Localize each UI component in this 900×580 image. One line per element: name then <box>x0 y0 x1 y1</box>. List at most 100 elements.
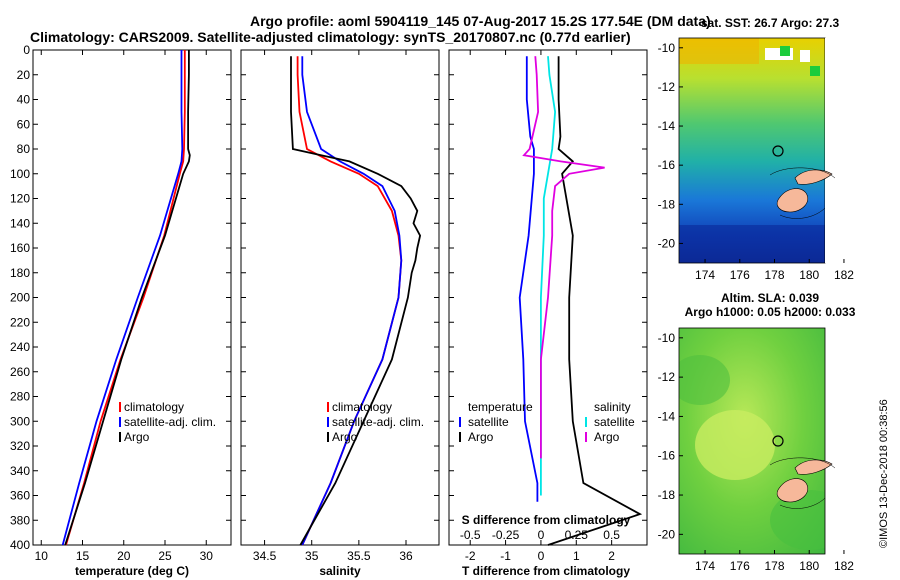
legend-satellite-label: satellite-adj. clim. <box>332 415 424 429</box>
x-tick-label: 35.5 <box>347 549 371 563</box>
legend-temperature-title: temperature <box>468 400 533 414</box>
y-tick-label: 340 <box>10 464 30 478</box>
series-line-t-satellite <box>518 56 539 502</box>
temperature-legend: climatology satellite-adj. clim. Argo <box>119 400 216 444</box>
map-x-tick-label: 180 <box>799 268 819 282</box>
x-tick-label: 0 <box>538 549 545 563</box>
map-y-tick-label: -16 <box>658 158 676 172</box>
map-y-tick-label: -14 <box>658 409 676 423</box>
sla-map-title-line2: Argo h1000: 0.05 h2000: 0.033 <box>685 305 856 319</box>
top-x-tick-label: 0 <box>538 528 545 542</box>
temperature-axes-box <box>32 49 232 546</box>
sla-low-patch <box>679 355 730 405</box>
figure-title-line2: Climatology: CARS2009. Satellite-adjuste… <box>30 29 631 45</box>
salinity-legend: climatology satellite-adj. clim. Argo <box>327 400 424 444</box>
legend-salinity-title: salinity <box>594 400 631 414</box>
y-tick-label: 120 <box>10 192 30 206</box>
y-tick-label: 0 <box>23 43 30 57</box>
series-line-satellite-adj-clim- <box>301 56 403 546</box>
temperature-panel: 10 15 20 25 30020406080100120140160180200220… <box>10 43 232 578</box>
map-y-tick-label: -20 <box>658 236 676 250</box>
temperature-xlabel: temperature (deg C) <box>75 564 189 578</box>
legend-climatology-label: climatology <box>124 400 184 414</box>
sst-field <box>679 38 825 263</box>
series-line-climatology <box>65 50 186 546</box>
top-x-tick-label: -0.25 <box>492 528 520 542</box>
series-line-argo <box>290 56 422 546</box>
sst-island-vanua-levu <box>794 169 833 185</box>
sla-map-title-line1: Altim. SLA: 0.039 <box>721 291 819 305</box>
x-tick-label: 35 <box>305 549 319 563</box>
map-y-tick-label: -10 <box>658 41 676 55</box>
x-tick-label: 15 <box>76 549 90 563</box>
sla-field <box>679 328 825 554</box>
legend-s-satellite-label: satellite <box>594 415 635 429</box>
y-tick-label: 260 <box>10 365 30 379</box>
map-x-tick-label: 180 <box>799 559 819 573</box>
sla-island-viti-levu <box>776 478 809 503</box>
series-line-s-argo <box>522 56 605 459</box>
y-tick-label: 40 <box>17 93 31 107</box>
y-tick-label: 240 <box>10 340 30 354</box>
x-tick-label: 10 <box>35 549 49 563</box>
map-y-tick-label: -16 <box>658 449 676 463</box>
sst-island-viti-levu <box>776 188 809 213</box>
salinity-xlabel: salinity <box>319 564 361 578</box>
figure-title-line1: Argo profile: aoml 5904119_145 07-Aug-20… <box>250 13 711 29</box>
sst-cloud-patch <box>780 46 790 56</box>
y-tick-label: 400 <box>10 538 30 552</box>
y-tick-label: 60 <box>17 117 31 131</box>
y-tick-label: 140 <box>10 216 30 230</box>
copyright-stamp: ©IMOS 13-Dec-2018 00:38:56 <box>878 399 890 548</box>
legend-t-satellite-label: satellite <box>468 415 509 429</box>
x-tick-label: 2 <box>608 549 615 563</box>
y-tick-label: 280 <box>10 390 30 404</box>
map-y-tick-label: -14 <box>658 119 676 133</box>
x-tick-label: 20 <box>117 549 131 563</box>
legend-s-argo-label: Argo <box>594 430 620 444</box>
salinity-panel: 34.5 35 35.5 36 salinity climatology satell… <box>240 49 440 578</box>
y-tick-label: 160 <box>10 241 30 255</box>
map-y-tick-label: -18 <box>658 488 676 502</box>
map-x-tick-label: 178 <box>764 268 784 282</box>
sst-nodata-region <box>825 38 870 263</box>
map-y-tick-label: -12 <box>658 80 676 94</box>
map-x-tick-label: 182 <box>834 559 854 573</box>
map-x-tick-label: 182 <box>834 268 854 282</box>
map-x-tick-label: 174 <box>695 268 715 282</box>
sla-island-vanua-levu <box>794 459 833 475</box>
y-tick-label: 300 <box>10 414 30 428</box>
y-tick-label: 360 <box>10 489 30 503</box>
difference-xlabel: T difference from climatology <box>462 564 630 578</box>
series-line-argo <box>64 50 191 546</box>
y-tick-label: 380 <box>10 513 30 527</box>
sla-map: Altim. SLA: 0.039 Argo h1000: 0.05 h2000… <box>658 291 856 573</box>
map-y-tick-label: -12 <box>658 370 676 384</box>
legend-t-argo-label: Argo <box>468 430 494 444</box>
legend-argo-label: Argo <box>332 430 358 444</box>
y-tick-label: 220 <box>10 315 30 329</box>
map-x-tick-label: 176 <box>730 559 750 573</box>
map-y-tick-label: -20 <box>658 527 676 541</box>
top-x-tick-label: -0.5 <box>460 528 481 542</box>
sst-cold-patch <box>679 225 825 263</box>
top-x-tick-label: 0.5 <box>603 528 620 542</box>
series-line-t-argo <box>547 56 643 546</box>
series-line-s-satellite <box>540 56 557 496</box>
sst-map-title: sat. SST: 26.7 Argo: 27.3 <box>701 16 840 30</box>
x-tick-label: 25 <box>158 549 172 563</box>
difference-legend: temperature satellite Argo salinity sate… <box>459 400 635 444</box>
y-tick-label: 200 <box>10 291 30 305</box>
y-tick-label: 100 <box>10 167 30 181</box>
map-y-tick-label: -18 <box>658 197 676 211</box>
sla-high-patch <box>695 410 775 480</box>
map-x-tick-label: 174 <box>695 559 715 573</box>
x-tick-label: 34.5 <box>253 549 277 563</box>
x-tick-label: 36 <box>399 549 413 563</box>
sst-cloud-patch <box>800 50 810 62</box>
map-x-tick-label: 178 <box>764 559 784 573</box>
sla-argo-position-marker <box>772 435 784 447</box>
legend-satellite-label: satellite-adj. clim. <box>124 415 216 429</box>
difference-xlabel-top: S difference from climatology <box>462 513 631 527</box>
